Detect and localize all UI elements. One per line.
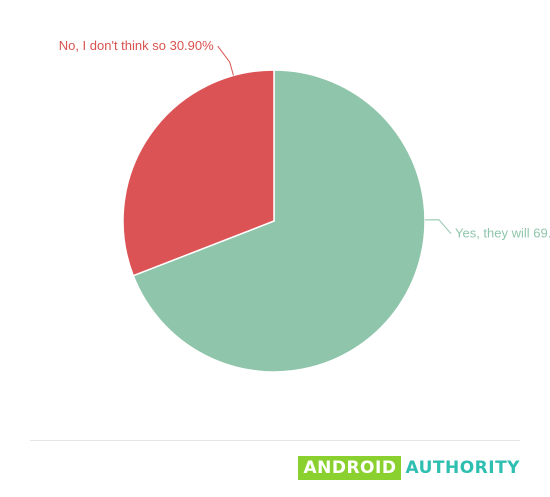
slice-label-2: No, I don't think so 30.90%: [59, 38, 214, 53]
android-authority-logo: ANDROID AUTHORITY: [298, 456, 520, 480]
leader-line-2: [217, 45, 234, 76]
logo-android: ANDROID: [298, 456, 402, 480]
pie-slice-1: [132, 69, 426, 373]
pie-chart: Yes, they will 69.10% No, I don't think s…: [59, 38, 550, 373]
logo-authority: AUTHORITY: [405, 458, 520, 478]
footer-divider: [30, 440, 520, 441]
slice-label-1: Yes, they will 69.10%: [455, 226, 550, 241]
leader-line-1: [424, 219, 452, 235]
pie-slice-2: [122, 69, 275, 277]
